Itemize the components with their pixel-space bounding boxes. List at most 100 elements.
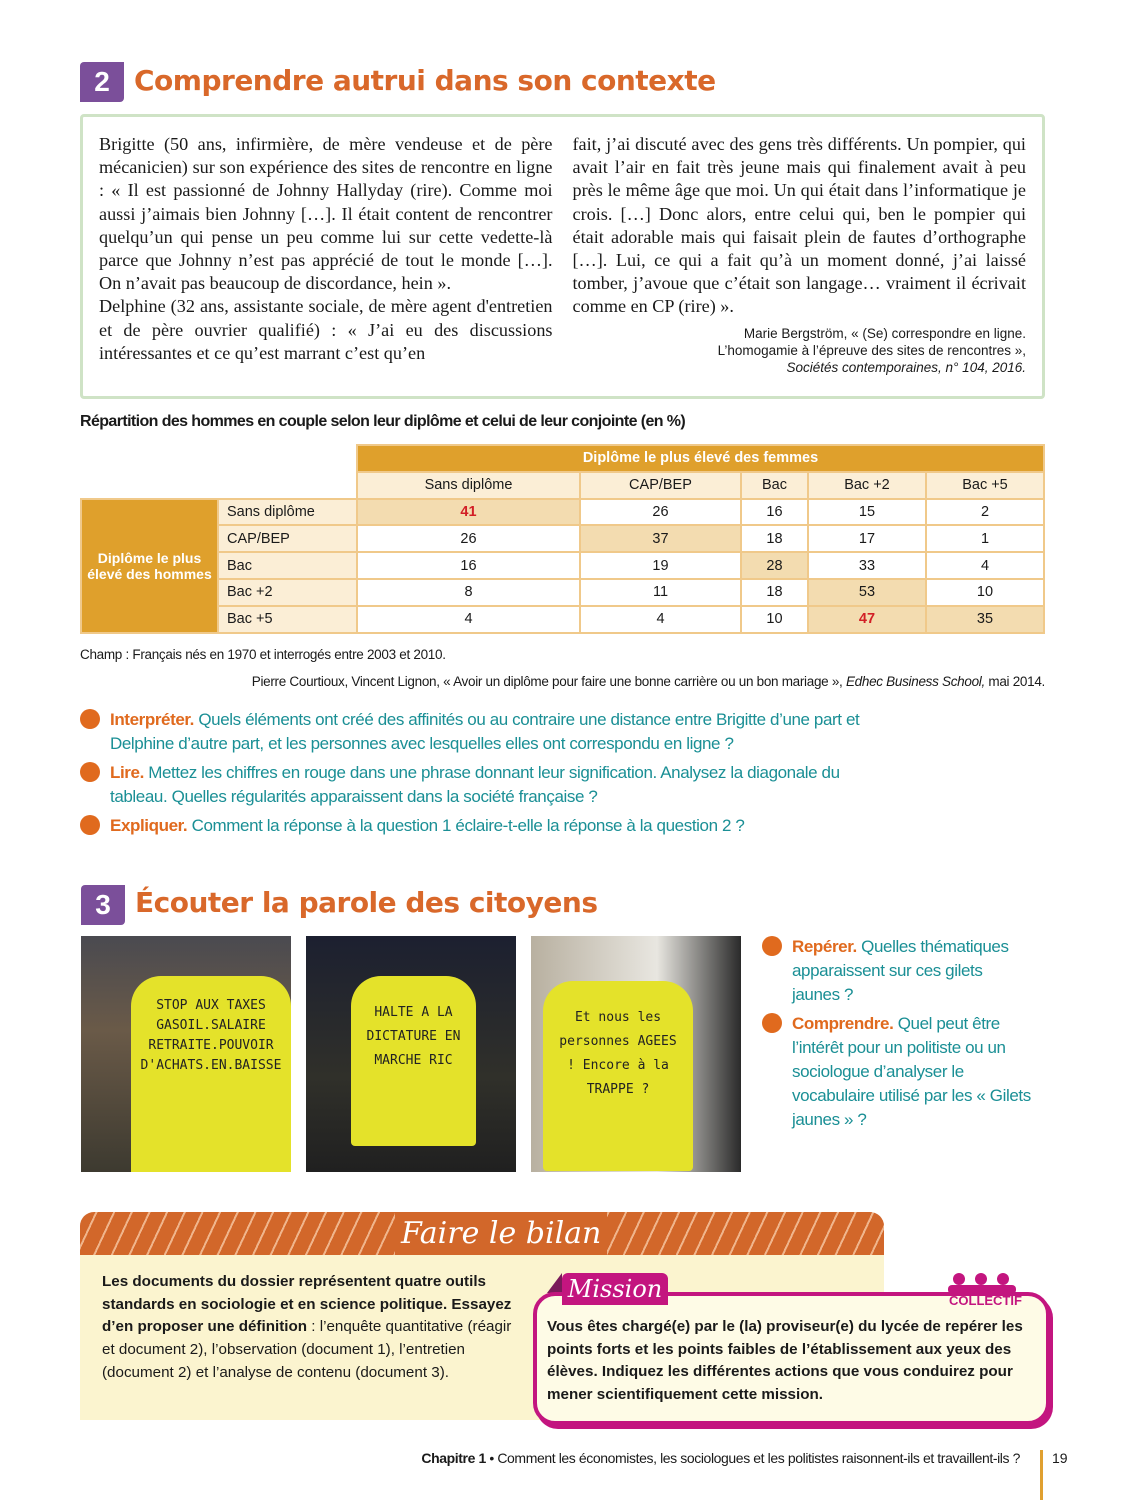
column-header: CAP/BEP [579,470,742,500]
table-cell: 18 [739,524,809,554]
table-cell: 33 [806,551,927,580]
question-text: Comment la réponse à la question 1 éclai… [187,816,745,835]
citation: Marie Bergström, « (Se) correspondre en … [573,325,1026,376]
citation-line: L’homogamie à l’épreuve des sites de ren… [717,342,1026,358]
table-cell: 17 [806,524,927,554]
question-item: 2 Comprendre. Quel peut être l’intérêt po… [753,1012,1032,1132]
table-cell: 4 [356,604,581,634]
row-header: CAP/BEP [217,524,358,554]
mission-tab: Mission [562,1273,668,1305]
row-group-header: Diplôme le plus élevé des hommes [80,497,219,634]
table-cell: 10 [924,577,1046,607]
citation-journal: Sociétés contemporaines, n° 104, 2016. [786,359,1026,375]
diploma-table: Diplôme le plus élevé des femmes Sans di… [80,444,1046,634]
photo-yellow-vest-2: HALTE A LA DICTATURE EN MARCHE RIC [306,936,516,1172]
table-cell: 41 [356,497,581,527]
vest-text: STOP AUX TAXES GASOIL.SALAIRE RETRAITE.P… [131,976,291,1172]
interview-excerpt-box: Brigitte (50 ans, infirmière, de mère ve… [80,114,1045,399]
table-scope-note: Champ : Français nés en 1970 et interrog… [80,647,446,662]
delphine-quote: Delphine (32 ans, assistante sociale, de… [99,296,553,363]
table-cell: 8 [356,577,581,607]
table-cell: 28 [739,551,809,580]
table-cell: 37 [579,524,742,554]
table-row: Bac +2 8 11 18 53 10 [81,577,1046,607]
question-text: Mettez les chiffres en rouge dans une ph… [110,763,840,806]
question-item: 2 Lire. Mettez les chiffres en rouge dans… [71,761,900,809]
footer-chapter: Chapitre 1 • Comment les économistes, le… [421,1450,1020,1466]
table-row: Diplôme le plus élevé des hommes Sans dip… [80,497,1046,634]
table-cell: 53 [806,577,927,607]
question-label: Comprendre. [792,1014,894,1033]
photo-yellow-vest-1: STOP AUX TAXES GASOIL.SALAIRE RETRAITE.P… [81,936,291,1172]
table-cell: 16 [739,497,809,527]
section-number-badge: 3 [81,885,125,925]
table-cell: 2 [924,497,1046,527]
section-number-badge: 2 [80,62,124,102]
question-number-icon: 1 [753,936,782,956]
table-cell: 15 [806,497,927,527]
question-item: 1 Repérer. Quelles thématiques apparaisse… [753,935,1032,1007]
question-item: 1 Interpréter. Quels éléments ont créé de… [71,708,900,756]
col-group-header: Diplôme le plus élevé des femmes [356,444,1045,473]
table-cell: 26 [356,524,581,554]
question-number-icon: 2 [71,762,100,782]
excerpt-column-1: Brigitte (50 ans, infirmière, de mère ve… [99,133,553,396]
table-title: Répartition des hommes en couple selon l… [80,413,686,430]
row-header: Sans diplôme [217,497,358,527]
question-label: Lire. [110,763,144,782]
source-date: mai 2014. [984,674,1045,689]
question-label: Expliquer. [110,816,188,835]
question-number-icon: 1 [71,709,100,729]
chapter-label: Chapitre 1 [421,1450,486,1466]
collectif-badge: COLLECTIF [949,1293,1022,1308]
question-number-icon: 2 [753,1013,782,1033]
question-text: Quel peut être l’intérêt pour un politis… [792,1014,1031,1129]
table-cell: 35 [924,604,1046,634]
table-cell: 4 [579,604,742,634]
question-number-icon: 3 [71,815,100,835]
bilan-banner: Faire le bilan [80,1212,884,1255]
group-icon [948,1272,1018,1294]
table-row: Bac 16 19 28 33 4 [81,551,1046,580]
questions-doc3: 1 Repérer. Quelles thématiques apparaisse… [753,935,1032,1137]
table-row: Bac +5 4 4 10 47 35 [81,604,1046,634]
mission-tab-fold [547,1273,562,1293]
bilan-detail: : l’enquête quantitative (réagir et docu… [102,1318,512,1381]
table-cell: 16 [356,551,581,580]
table-cell: 19 [579,551,742,580]
photo-yellow-vest-3: Et nous les personnes AGEES ! Encore à l… [531,936,741,1172]
table-cell: 1 [924,524,1046,554]
source-text: Pierre Courtioux, Vincent Lignon, « Avoi… [251,674,846,689]
questions-doc2: 1 Interpréter. Quels éléments ont créé de… [71,708,900,843]
row-header: Bac +2 [217,577,358,607]
question-text: Quelles thématiques apparaissent sur ces… [792,937,1009,1004]
table-cell: 11 [579,577,742,607]
citation-line: Marie Bergström, « (Se) correspondre en … [743,325,1026,341]
section-title: Écouter la parole des citoyens [135,886,598,919]
chapter-title: • Comment les économistes, les sociologu… [485,1450,1020,1466]
column-header: Sans diplôme [356,470,581,500]
table-cell: 18 [739,577,809,607]
page-number: 19 [1052,1450,1068,1466]
question-label: Repérer. [792,937,857,956]
row-header: Bac [217,551,358,580]
vest-text: HALTE A LA DICTATURE EN MARCHE RIC [351,976,476,1146]
table-cell: 26 [579,497,742,527]
question-item: 3 Expliquer. Comment la réponse à la ques… [71,814,900,838]
column-header: Bac +5 [924,470,1046,500]
source-publication: Edhec Business School, [845,674,985,689]
table-source: Pierre Courtioux, Vincent Lignon, « Avoi… [251,674,1046,689]
column-header: Bac [739,470,809,500]
bilan-text: Les documents du dossier représentent qu… [102,1271,522,1385]
table-cell: 47 [806,604,927,634]
excerpt-column-2: fait, j’ai discuté avec des gens très di… [573,133,1027,396]
delphine-quote-cont: fait, j’ai discuté avec des gens très di… [572,134,1027,317]
bilan-instruction: Essayez d’en proposer une définition [102,1295,512,1336]
table-row: CAP/BEP 26 37 18 17 1 [81,524,1046,554]
bilan-title: Faire le bilan [395,1212,608,1255]
bilan-intro: Les documents du dossier représentent qu… [102,1273,486,1313]
section-title: Comprendre autrui dans son contexte [134,64,716,97]
table-cell: 4 [924,551,1046,580]
question-label: Interpréter. [110,710,195,729]
footer-divider [1040,1450,1043,1500]
